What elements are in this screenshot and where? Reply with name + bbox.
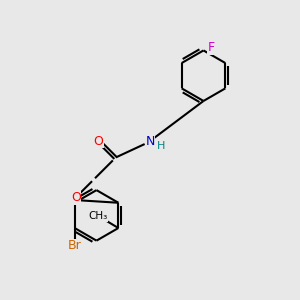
Text: O: O	[93, 135, 103, 148]
Text: Br: Br	[68, 239, 82, 252]
Text: O: O	[71, 191, 81, 204]
Text: F: F	[207, 41, 214, 54]
Text: H: H	[157, 141, 166, 152]
Text: N: N	[145, 135, 155, 148]
Text: CH₃: CH₃	[88, 211, 107, 221]
